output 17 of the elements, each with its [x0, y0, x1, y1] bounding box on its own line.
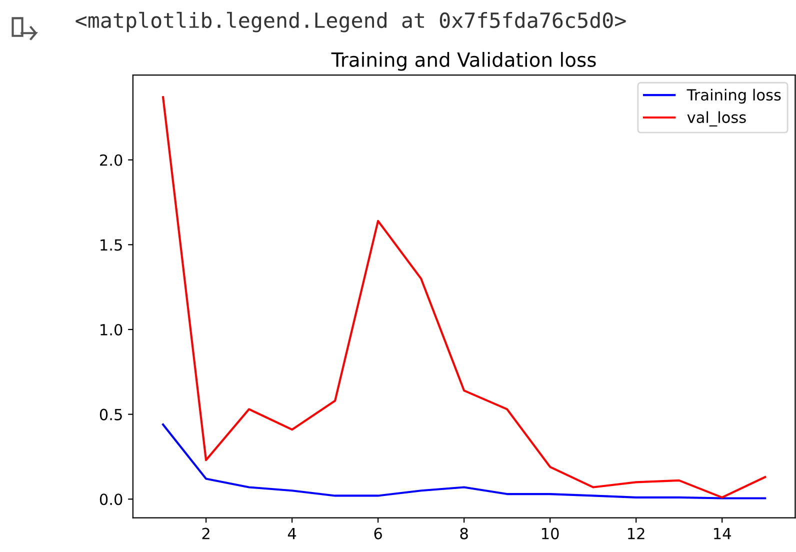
x-tick-label: 2	[202, 528, 210, 540]
x-tick-label: 12	[628, 528, 644, 540]
line-series	[162, 423, 766, 500]
legend-label: val_loss	[687, 111, 746, 126]
y-tick-label: 0.5	[100, 408, 122, 420]
x-tick-label: 4	[288, 528, 296, 540]
y-tick-label: 1.5	[100, 239, 122, 251]
x-tick-label: 6	[374, 528, 382, 540]
text: <matplotlib.legend.Legend at 0x7f5fda76c5d0>	[76, 12, 626, 32]
y-tick-label: 2.0	[100, 154, 122, 166]
x-tick-label: 8	[460, 528, 468, 540]
y-tick-label: 1.0	[100, 324, 122, 336]
chart-title: Training and Validation loss	[331, 52, 596, 71]
legend-label: Training loss	[686, 88, 781, 104]
y-tick-label: 0.0	[100, 494, 122, 506]
x-tick-label: 14	[714, 528, 731, 540]
x-tick-label: 10	[542, 528, 559, 540]
